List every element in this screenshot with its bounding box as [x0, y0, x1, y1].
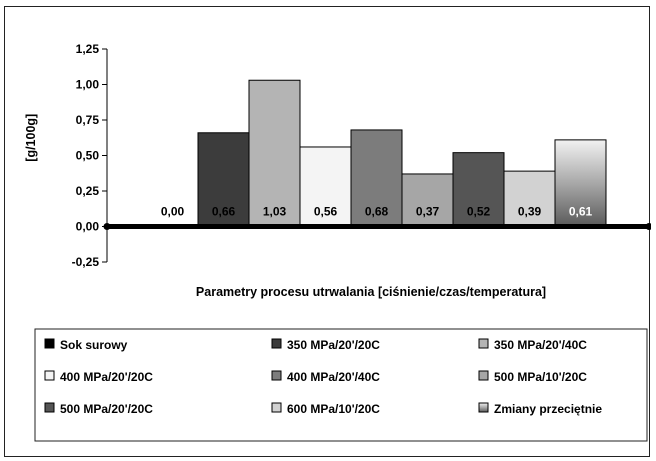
legend-swatch [478, 402, 489, 413]
data-label: 0,68 [365, 205, 389, 219]
x-axis-title: Parametry procesu utrwalania [ciśnienie/… [196, 285, 546, 299]
legend-swatch [478, 338, 489, 349]
y-tick-label: 0,00 [76, 220, 100, 234]
bars [197, 79, 607, 228]
legend-swatch [478, 370, 489, 381]
legend-swatch [44, 370, 55, 381]
y-axis-ticks: 1,25 1,00 0,75 0,50 0,25 0,00 -0,25 [72, 42, 107, 269]
legend-entry: 400 MPa/20'/40C [287, 370, 380, 384]
legend-items: Sok surowy 350 MPa/20'/20C 350 MPa/20'/40C… [44, 338, 602, 416]
bar-chart: 1,25 1,00 0,75 0,50 0,25 0,00 -0,25 0,00 0,66 1,… [24, 42, 651, 442]
data-label: 0,66 [212, 205, 236, 219]
y-tick-label: 0,75 [76, 113, 100, 127]
legend-entry: 350 MPa/20'/40C [494, 338, 587, 352]
data-label: 0,37 [416, 205, 440, 219]
bar [554, 139, 607, 228]
zero-axis-left-end [103, 223, 111, 230]
bar [350, 129, 403, 227]
legend-entry: 500 MPa/20'/20C [60, 402, 153, 416]
data-labels: 0,00 0,66 1,03 0,56 0,68 0,37 0,52 0,39 0,61 [161, 205, 593, 219]
data-label: 0,39 [518, 205, 542, 219]
bar [503, 170, 556, 227]
y-tick-label: 1,25 [76, 42, 100, 56]
legend-swatch [271, 338, 282, 349]
y-tick-label: 0,25 [76, 184, 100, 198]
bar [401, 173, 454, 228]
y-axis-title: [g/100g] [24, 114, 38, 162]
y-tick-label: 1,00 [76, 78, 100, 92]
legend-entry: 600 MPa/10'/20C [287, 402, 380, 416]
bar [299, 146, 352, 227]
bar [452, 152, 505, 227]
chart-frame: 1,25 1,00 0,75 0,50 0,25 0,00 -0,25 0,00 0,66 1,… [4, 6, 651, 457]
legend-swatch [271, 370, 282, 381]
y-tick-label: -0,25 [72, 255, 100, 269]
legend-swatch [271, 402, 282, 413]
legend-swatch [44, 338, 55, 349]
data-label: 1,03 [263, 205, 287, 219]
legend-entry: 350 MPa/20'/20C [287, 338, 380, 352]
legend-entry: Zmiany przeciętnie [494, 402, 602, 416]
data-label: 0,00 [161, 205, 185, 219]
zero-axis-right-end [645, 223, 651, 230]
legend [34, 328, 648, 442]
y-tick-label: 0,50 [76, 149, 100, 163]
legend-entry: 500 MPa/10'/20C [494, 370, 587, 384]
data-label: 0,61 [569, 205, 593, 219]
data-label: 0,52 [467, 205, 491, 219]
legend-entry: 400 MPa/20'/20C [60, 370, 153, 384]
legend-entry: Sok surowy [60, 338, 128, 352]
data-label: 0,56 [314, 205, 338, 219]
bar [248, 79, 301, 227]
legend-swatch [44, 402, 55, 413]
